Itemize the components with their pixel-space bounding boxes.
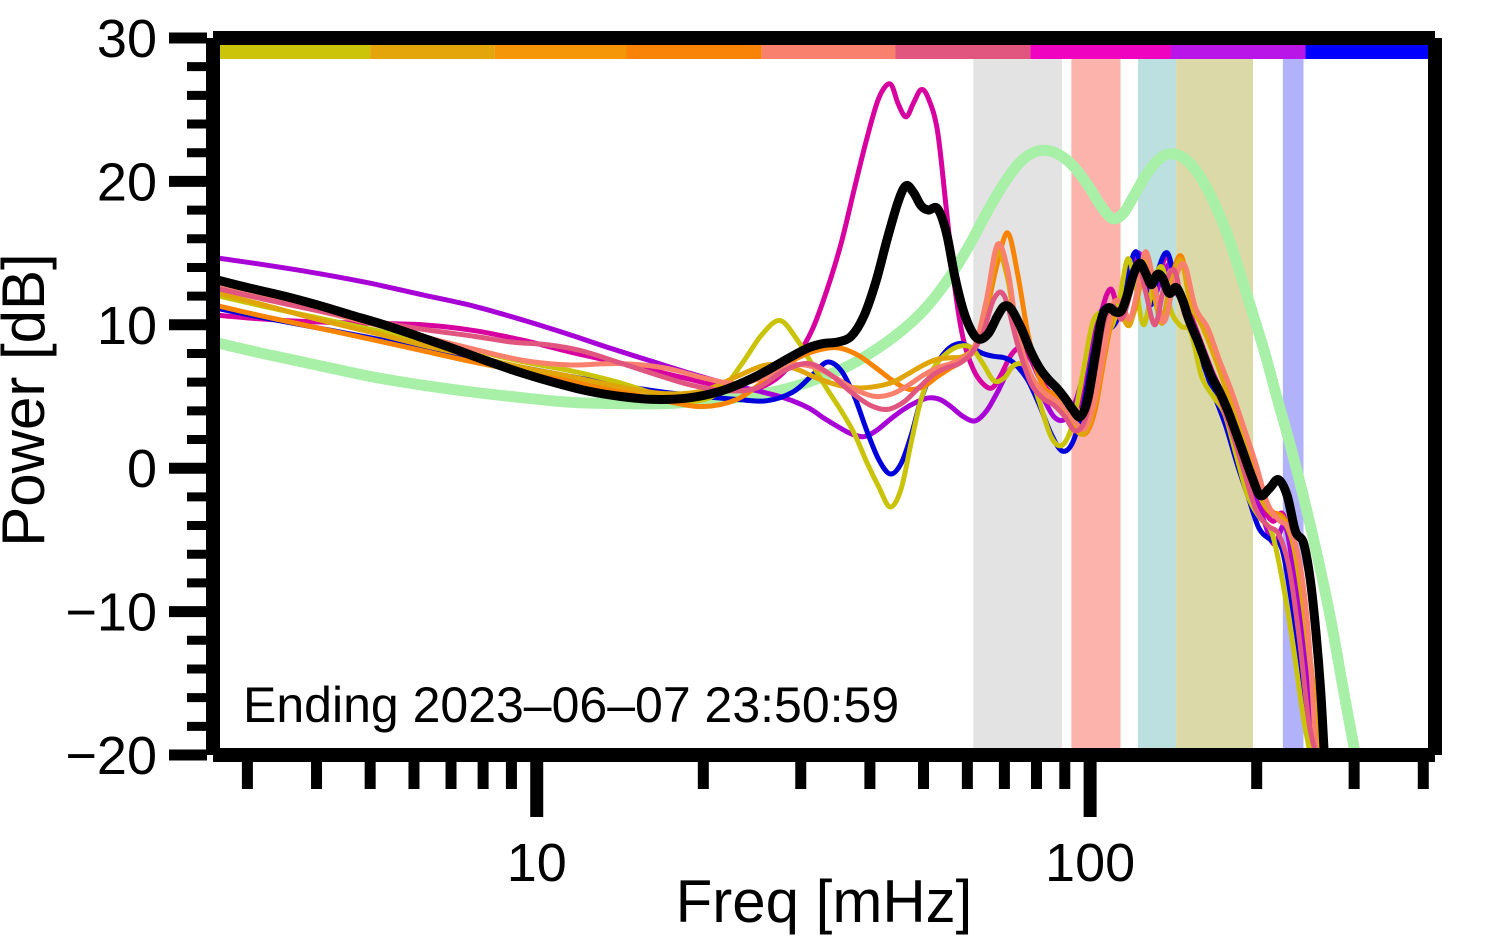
colorbar-segment-band-7	[1030, 42, 1171, 59]
spectrum-curves	[213, 81, 1360, 755]
axes-frame	[206, 31, 1442, 762]
colorbar-segment-band-5	[761, 42, 896, 59]
y-tick-label-20: 20	[97, 152, 157, 212]
y-tick-label-0: 0	[127, 439, 157, 499]
curve-spectrum-coral	[213, 241, 1319, 755]
colorbar-segment-band-6	[895, 42, 1031, 59]
y-tick-label-10: 10	[97, 296, 157, 356]
colorbar-segment-band-9	[1305, 42, 1435, 59]
colorbar-segment-band-8	[1170, 42, 1306, 59]
axis-tick-labels: −20 −10 0 10 20 30 10 100	[65, 9, 1135, 893]
x-tick-label-100: 100	[1045, 833, 1135, 893]
ending-timestamp-annotation: Ending 2023‒06‒07 23:50:59	[243, 677, 899, 733]
colorbar-segment-band-1	[213, 42, 371, 59]
curve-mean-spectrum	[213, 181, 1329, 755]
band-lightblue	[1137, 38, 1177, 755]
colorbar-segment-band-3	[494, 42, 627, 59]
colorbar-segment-band-2	[370, 42, 495, 59]
colorbar-segment-band-4	[626, 42, 762, 59]
x-tick-label-10: 10	[507, 833, 567, 893]
y-tick-label--10: −10	[65, 583, 157, 643]
y-axis-label: Power [dB]	[0, 253, 57, 546]
y-tick-label--20: −20	[65, 726, 157, 786]
frequency-band-colorbar	[213, 42, 1435, 59]
curve-spectrum-lightgreen	[213, 144, 1360, 754]
x-axis-label: Freq [mHz]	[676, 868, 973, 935]
axis-ticks	[169, 32, 1429, 817]
y-tick-label-30: 30	[97, 9, 157, 69]
